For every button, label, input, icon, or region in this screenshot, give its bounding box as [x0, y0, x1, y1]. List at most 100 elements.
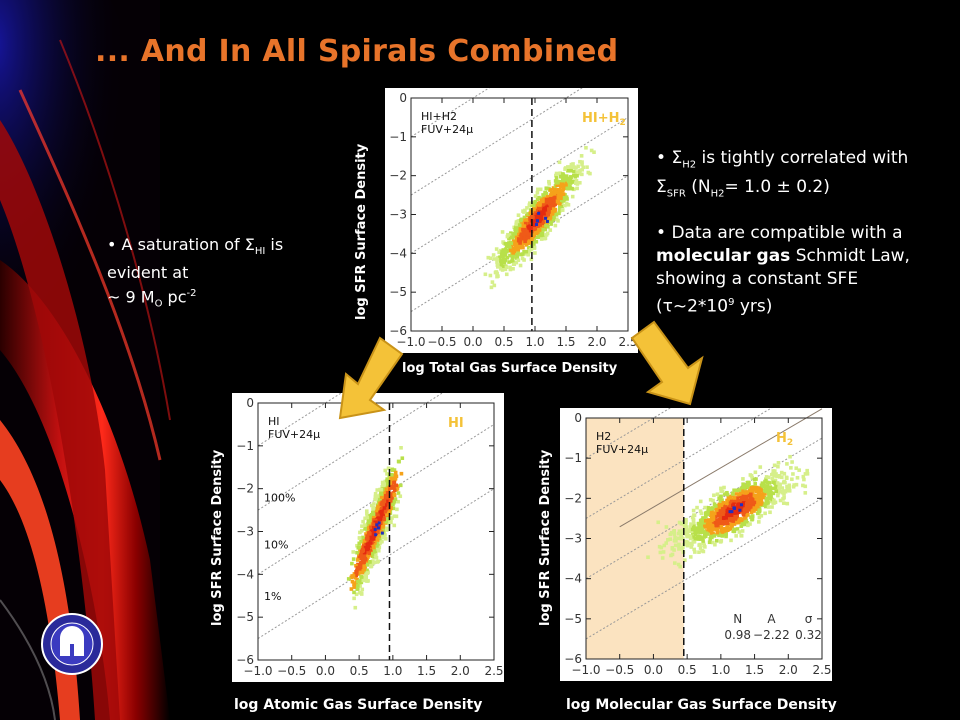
- density-point: [375, 506, 380, 511]
- x-tick-label: 1.5: [417, 664, 436, 678]
- panel-inner-sublabel: FUV+24μ: [421, 123, 473, 136]
- density-point: [728, 494, 733, 499]
- density-point: [389, 476, 393, 481]
- density-point: [360, 524, 364, 528]
- density-point: [518, 218, 523, 223]
- density-point: [560, 188, 565, 193]
- core-point: [380, 531, 384, 535]
- density-point: [382, 517, 386, 522]
- density-point: [361, 535, 365, 540]
- density-point: [514, 260, 519, 265]
- density-point: [385, 482, 390, 487]
- density-point: [569, 164, 574, 168]
- density-point: [522, 215, 527, 220]
- density-point: [381, 509, 386, 514]
- density-point: [755, 494, 759, 498]
- density-point: [715, 528, 720, 532]
- density-point: [789, 466, 793, 470]
- density-point: [719, 528, 724, 533]
- density-point: [386, 491, 390, 495]
- density-point: [357, 568, 362, 573]
- density-point: [776, 460, 781, 465]
- y-tick-label: −2: [389, 169, 407, 183]
- density-point: [742, 485, 747, 490]
- density-point: [552, 194, 556, 199]
- density-point: [392, 468, 397, 472]
- density-point: [685, 531, 690, 535]
- density-point: [372, 525, 376, 529]
- density-point: [692, 539, 697, 544]
- density-point: [746, 523, 750, 528]
- density-point: [567, 165, 571, 169]
- density-point: [375, 538, 380, 542]
- density-point: [550, 213, 555, 217]
- density-point: [751, 502, 756, 507]
- density-point: [755, 503, 760, 508]
- density-point: [385, 512, 389, 517]
- density-point: [754, 489, 759, 494]
- density-point: [351, 550, 356, 554]
- density-point: [684, 517, 688, 522]
- density-point: [394, 483, 399, 488]
- density-point: [527, 203, 532, 208]
- density-point: [503, 242, 508, 246]
- density-point: [803, 484, 808, 489]
- density-point: [691, 524, 696, 529]
- density-point: [753, 470, 758, 475]
- core-point: [739, 503, 743, 507]
- density-point: [750, 517, 755, 521]
- density-point: [383, 468, 388, 473]
- density-point: [559, 195, 563, 200]
- x-tick-label: 2.0: [451, 664, 470, 678]
- density-point: [368, 518, 372, 522]
- density-point: [386, 488, 391, 492]
- density-point: [393, 497, 398, 501]
- density-point: [754, 498, 759, 502]
- density-point: [527, 239, 532, 243]
- density-point: [368, 541, 373, 545]
- density-point: [364, 509, 369, 513]
- density-point: [533, 251, 537, 255]
- density-point: [359, 545, 364, 550]
- density-point: [536, 224, 540, 229]
- density-point: [384, 487, 389, 492]
- density-point: [721, 526, 726, 531]
- density-point: [558, 174, 563, 179]
- density-point: [758, 495, 763, 500]
- density-point: [495, 274, 499, 279]
- density-point: [747, 504, 752, 509]
- density-point: [732, 529, 737, 534]
- schmidt-law-bullet: • Data are compatible with a molecular g…: [656, 223, 910, 317]
- density-point: [496, 265, 500, 269]
- density-point: [561, 192, 566, 196]
- density-point: [521, 230, 525, 234]
- density-point: [386, 495, 391, 500]
- density-point: [704, 514, 708, 519]
- core-point: [544, 216, 548, 220]
- density-point: [719, 486, 723, 491]
- panel-tag: HI+H2: [582, 111, 626, 128]
- density-point: [382, 528, 387, 533]
- density-point: [369, 503, 374, 508]
- density-point: [568, 186, 573, 190]
- core-point: [377, 521, 381, 525]
- density-point: [784, 475, 789, 480]
- density-point: [352, 590, 356, 595]
- density-point: [518, 245, 522, 250]
- density-point: [728, 526, 733, 531]
- density-point: [791, 484, 796, 489]
- density-point: [549, 198, 554, 202]
- y-tick-label: −5: [389, 285, 407, 299]
- density-point: [698, 499, 703, 504]
- density-point: [673, 561, 677, 565]
- density-point: [785, 462, 789, 466]
- density-point: [746, 492, 751, 497]
- x-tick-label: 0.5: [678, 663, 697, 677]
- density-point: [749, 507, 754, 512]
- y-tick-label: −4: [564, 572, 582, 586]
- density-point: [492, 283, 497, 288]
- density-point: [801, 474, 806, 479]
- density-point: [725, 508, 730, 513]
- density-point: [384, 509, 388, 514]
